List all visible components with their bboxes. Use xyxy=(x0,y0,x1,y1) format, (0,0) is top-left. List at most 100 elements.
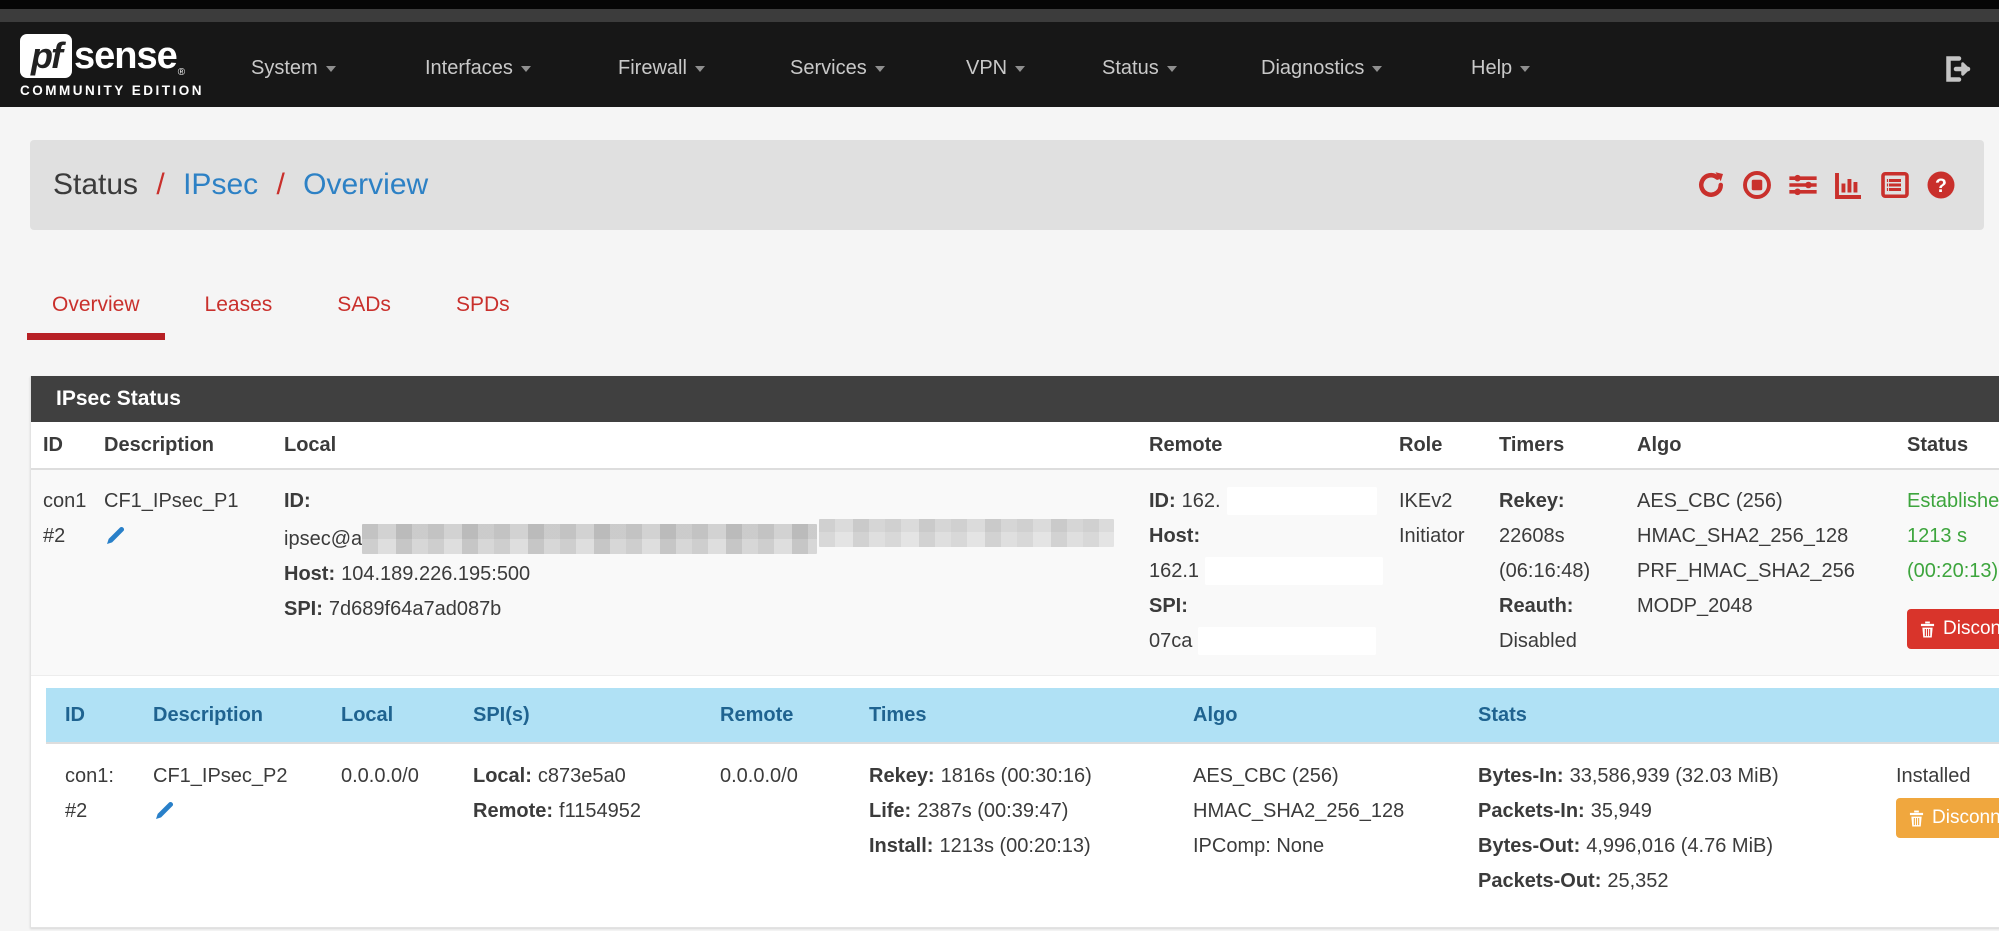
col-header-timers: Timers xyxy=(1499,422,1637,470)
filter-sliders-icon[interactable] xyxy=(1788,170,1818,200)
col-header-algo: Algo xyxy=(1193,688,1478,744)
col-header-spis: SPI(s) xyxy=(473,688,720,744)
table-row: con1: #2 CF1_IPsec_P2 xyxy=(46,743,1999,913)
sign-out-icon[interactable] xyxy=(1941,54,1971,89)
nav-item-diagnostics[interactable]: Diagnostics xyxy=(1261,57,1383,80)
spi-local: Local: c873e5a0 xyxy=(473,765,626,787)
nav-item-system[interactable]: System xyxy=(251,57,336,80)
tab-sads[interactable]: SADs xyxy=(337,293,391,316)
remote-id: ID: 162. xyxy=(1149,484,1399,519)
spi-remote: Remote: f1154952 xyxy=(473,800,641,822)
chevron-down-icon xyxy=(694,65,705,72)
col-header-status: Status xyxy=(1907,422,1999,470)
brand-tagline: COMMUNITY EDITION xyxy=(20,83,204,98)
child-id: con1: xyxy=(65,765,114,787)
tab-spds[interactable]: SPDs xyxy=(455,293,510,316)
child-algo-ipcomp: IPComp: None xyxy=(1193,835,1325,857)
table-row: con1 #2 CF1_IPsec_P1 ID: ipsec@a Host: 10… xyxy=(31,469,1999,675)
nav-item-services[interactable]: Services xyxy=(790,57,885,80)
redaction-box xyxy=(1205,557,1384,585)
child-local-net: 0.0.0.0/0 xyxy=(341,765,419,787)
col-header-algo: Algo xyxy=(1637,422,1907,470)
nav-item-help[interactable]: Help xyxy=(1471,57,1531,80)
brand-sense-text: sense xyxy=(74,34,178,77)
child-table-header-row: ID Description Local SPI(s) Remote Times… xyxy=(46,688,1999,744)
trash-icon xyxy=(1920,621,1935,637)
algo-encryption: AES_CBC (256) xyxy=(1637,490,1783,512)
breadcrumb-link-ipsec[interactable]: IPsec xyxy=(183,168,259,201)
redaction-blur xyxy=(819,519,1115,547)
chevron-down-icon xyxy=(1372,65,1383,72)
help-icon[interactable]: ? xyxy=(1926,170,1956,200)
redaction-box xyxy=(1226,487,1377,515)
edit-pencil-icon[interactable] xyxy=(104,525,284,553)
local-spi: SPI: 7d689f64a7ad087b xyxy=(284,598,502,620)
nav-item-interfaces[interactable]: Interfaces xyxy=(425,57,531,80)
ike-sa-table: ID Description Local Remote Role Timers … xyxy=(31,422,1999,927)
log-list-icon[interactable] xyxy=(1880,170,1910,200)
pfsense-logo[interactable]: pf sense ® COMMUNITY EDITION xyxy=(20,34,204,98)
local-id-value: ipsec@a xyxy=(284,519,1149,557)
tab-leases[interactable]: Leases xyxy=(204,293,273,316)
redaction-blur xyxy=(362,524,818,554)
breadcrumb-separator: / xyxy=(276,168,285,201)
child-sa-row: ID Description Local SPI(s) Remote Times… xyxy=(31,675,1999,927)
status-time: (00:20:13) xyxy=(1907,560,1999,582)
chevron-down-icon xyxy=(520,65,531,72)
algo-hash: HMAC_SHA2_256_128 xyxy=(1637,525,1849,547)
col-header-times: Times xyxy=(869,688,1193,744)
stat-bytes-in: Bytes-In: 33,586,939 (32.03 MiB) xyxy=(1478,765,1779,787)
col-header-remote: Remote xyxy=(720,688,869,744)
col-header-description: Description xyxy=(104,422,284,470)
algo-dh-group: MODP_2048 xyxy=(1637,595,1753,617)
algo-prf: PRF_HMAC_SHA2_256 xyxy=(1637,560,1855,582)
time-install: Install: 1213s (00:20:13) xyxy=(869,835,1091,857)
disconnect-child-button[interactable]: Disconnect xyxy=(1896,798,1999,838)
ike-role: IKEv2 xyxy=(1399,490,1453,512)
chevron-down-icon xyxy=(1520,65,1531,72)
stat-packets-in: Packets-In: 35,949 xyxy=(1478,800,1652,822)
stop-icon[interactable] xyxy=(1742,170,1772,200)
refresh-icon[interactable] xyxy=(1696,170,1726,200)
disconnect-button[interactable]: Disconnect xyxy=(1907,609,1999,649)
breadcrumb-link-overview[interactable]: Overview xyxy=(303,168,429,201)
nav-item-firewall[interactable]: Firewall xyxy=(618,57,705,80)
chevron-down-icon xyxy=(1166,65,1177,72)
rekey-time: (06:16:48) xyxy=(1499,560,1591,582)
time-life: Life: 2387s (00:39:47) xyxy=(869,800,1069,822)
chevron-down-icon xyxy=(325,65,336,72)
reauth-value: Disabled xyxy=(1499,630,1577,652)
status-established: Established xyxy=(1907,490,1999,512)
remote-spi-value: 07ca xyxy=(1149,624,1399,659)
col-header-id: ID xyxy=(31,422,104,470)
col-header-description: Description xyxy=(153,688,341,744)
registered-mark: ® xyxy=(177,67,186,78)
window-top-edge xyxy=(0,0,1999,9)
tab-overview[interactable]: Overview xyxy=(27,285,165,340)
chevron-down-icon xyxy=(874,65,885,72)
stat-packets-out: Packets-Out: 25,352 xyxy=(1478,870,1669,892)
ike-description: CF1_IPsec_P1 xyxy=(104,490,239,512)
child-remote-net: 0.0.0.0/0 xyxy=(720,765,798,787)
edit-pencil-icon[interactable] xyxy=(153,800,341,828)
col-header-id: ID xyxy=(46,688,153,744)
breadcrumb: Status / IPsec / Overview xyxy=(30,140,1984,230)
local-host: Host: 104.189.226.195:500 xyxy=(284,563,531,585)
child-status-installed: Installed xyxy=(1896,765,1971,787)
redaction-box xyxy=(1198,627,1377,655)
nav-item-status[interactable]: Status xyxy=(1102,57,1177,80)
col-header-local: Local xyxy=(341,688,473,744)
svg-text:?: ? xyxy=(1935,175,1947,197)
chevron-down-icon xyxy=(1015,65,1026,72)
child-description: CF1_IPsec_P2 xyxy=(153,765,288,787)
remote-host-value: 162.1 xyxy=(1149,554,1399,589)
ike-table-header-row: ID Description Local Remote Role Timers … xyxy=(31,422,1999,470)
child-algo-encryption: AES_CBC (256) xyxy=(1193,765,1339,787)
panel-title: IPsec Status xyxy=(31,376,1999,422)
col-header-local: Local xyxy=(284,422,1149,470)
nav-item-vpn[interactable]: VPN xyxy=(966,57,1026,80)
bar-chart-icon[interactable] xyxy=(1834,170,1864,200)
child-sa-table: ID Description Local SPI(s) Remote Times… xyxy=(46,688,1999,913)
breadcrumb-separator: / xyxy=(156,168,165,201)
col-header-blank xyxy=(1896,688,1999,744)
